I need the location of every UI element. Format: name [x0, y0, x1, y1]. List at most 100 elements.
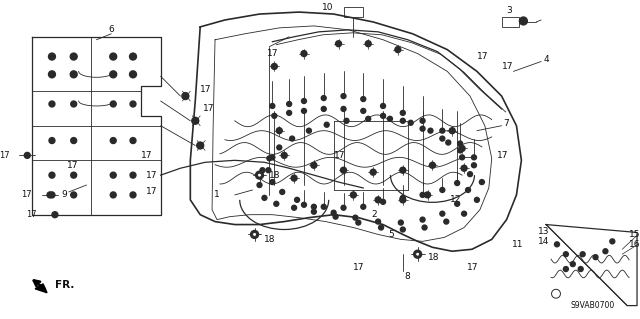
- Circle shape: [266, 168, 271, 173]
- Circle shape: [49, 192, 55, 198]
- Circle shape: [420, 217, 425, 222]
- Circle shape: [110, 53, 116, 60]
- Circle shape: [580, 252, 585, 257]
- Text: 16: 16: [628, 240, 640, 249]
- Circle shape: [321, 204, 326, 209]
- Text: 14: 14: [538, 237, 549, 246]
- Circle shape: [460, 155, 465, 160]
- Circle shape: [71, 137, 77, 144]
- Bar: [344, 7, 364, 17]
- Circle shape: [307, 128, 312, 133]
- Circle shape: [401, 196, 405, 200]
- Circle shape: [458, 141, 463, 146]
- Circle shape: [415, 252, 420, 256]
- Circle shape: [276, 145, 282, 150]
- Circle shape: [130, 172, 136, 178]
- Circle shape: [454, 201, 460, 206]
- Circle shape: [454, 181, 460, 186]
- Circle shape: [570, 262, 575, 267]
- Circle shape: [182, 93, 189, 100]
- Text: 17: 17: [146, 171, 157, 180]
- Text: 17: 17: [67, 161, 78, 170]
- Circle shape: [110, 71, 116, 78]
- Circle shape: [458, 148, 463, 153]
- Circle shape: [335, 41, 342, 47]
- Circle shape: [440, 136, 445, 141]
- Circle shape: [253, 233, 257, 236]
- Text: 17: 17: [200, 85, 212, 94]
- Text: 17: 17: [467, 263, 479, 271]
- Circle shape: [49, 172, 55, 178]
- Circle shape: [603, 249, 608, 254]
- Circle shape: [474, 197, 479, 202]
- Text: 17: 17: [26, 210, 37, 219]
- Circle shape: [344, 118, 349, 123]
- Text: 17: 17: [146, 188, 157, 197]
- Text: 17: 17: [267, 49, 278, 58]
- Circle shape: [340, 167, 346, 173]
- Circle shape: [395, 47, 401, 53]
- Circle shape: [270, 155, 275, 160]
- Circle shape: [257, 173, 262, 177]
- Text: 18: 18: [428, 253, 439, 262]
- Circle shape: [408, 120, 413, 125]
- Circle shape: [294, 197, 300, 202]
- Circle shape: [356, 220, 361, 225]
- Circle shape: [424, 192, 431, 198]
- Circle shape: [387, 116, 392, 121]
- Circle shape: [361, 108, 365, 113]
- Circle shape: [196, 142, 204, 149]
- Circle shape: [361, 204, 365, 209]
- Circle shape: [401, 110, 405, 115]
- Circle shape: [552, 289, 561, 298]
- Circle shape: [281, 152, 287, 158]
- Circle shape: [578, 267, 583, 271]
- Circle shape: [472, 155, 476, 160]
- Circle shape: [110, 172, 116, 178]
- Circle shape: [129, 53, 136, 60]
- Bar: [502, 17, 520, 27]
- Circle shape: [130, 137, 136, 144]
- Text: 1: 1: [214, 190, 220, 199]
- Text: 17: 17: [22, 190, 32, 199]
- Text: 17: 17: [353, 263, 365, 271]
- Circle shape: [449, 128, 455, 134]
- Circle shape: [49, 53, 56, 60]
- Circle shape: [274, 201, 279, 206]
- Circle shape: [52, 212, 58, 218]
- Circle shape: [311, 162, 317, 168]
- Text: 13: 13: [538, 227, 549, 236]
- Circle shape: [276, 128, 282, 134]
- Circle shape: [375, 197, 381, 203]
- Text: 17: 17: [333, 151, 345, 160]
- Circle shape: [333, 214, 338, 219]
- Circle shape: [341, 93, 346, 99]
- Circle shape: [400, 167, 406, 173]
- Circle shape: [267, 156, 272, 161]
- Circle shape: [610, 239, 615, 244]
- Circle shape: [398, 220, 403, 225]
- Circle shape: [401, 118, 405, 123]
- Circle shape: [70, 53, 77, 60]
- Circle shape: [331, 210, 336, 215]
- Circle shape: [461, 211, 467, 216]
- Circle shape: [291, 175, 297, 181]
- Circle shape: [70, 71, 77, 78]
- Text: 4: 4: [543, 55, 548, 64]
- Circle shape: [365, 41, 371, 47]
- Circle shape: [110, 101, 116, 107]
- Circle shape: [468, 172, 472, 177]
- Circle shape: [301, 108, 307, 113]
- Circle shape: [381, 113, 385, 118]
- Circle shape: [554, 242, 559, 247]
- Circle shape: [321, 107, 326, 111]
- Circle shape: [280, 189, 285, 194]
- Circle shape: [192, 117, 199, 124]
- Circle shape: [110, 137, 116, 144]
- Circle shape: [301, 99, 307, 103]
- Circle shape: [440, 188, 445, 192]
- Circle shape: [49, 71, 56, 78]
- Circle shape: [270, 103, 275, 108]
- Circle shape: [271, 63, 277, 70]
- Text: FR.: FR.: [55, 280, 74, 290]
